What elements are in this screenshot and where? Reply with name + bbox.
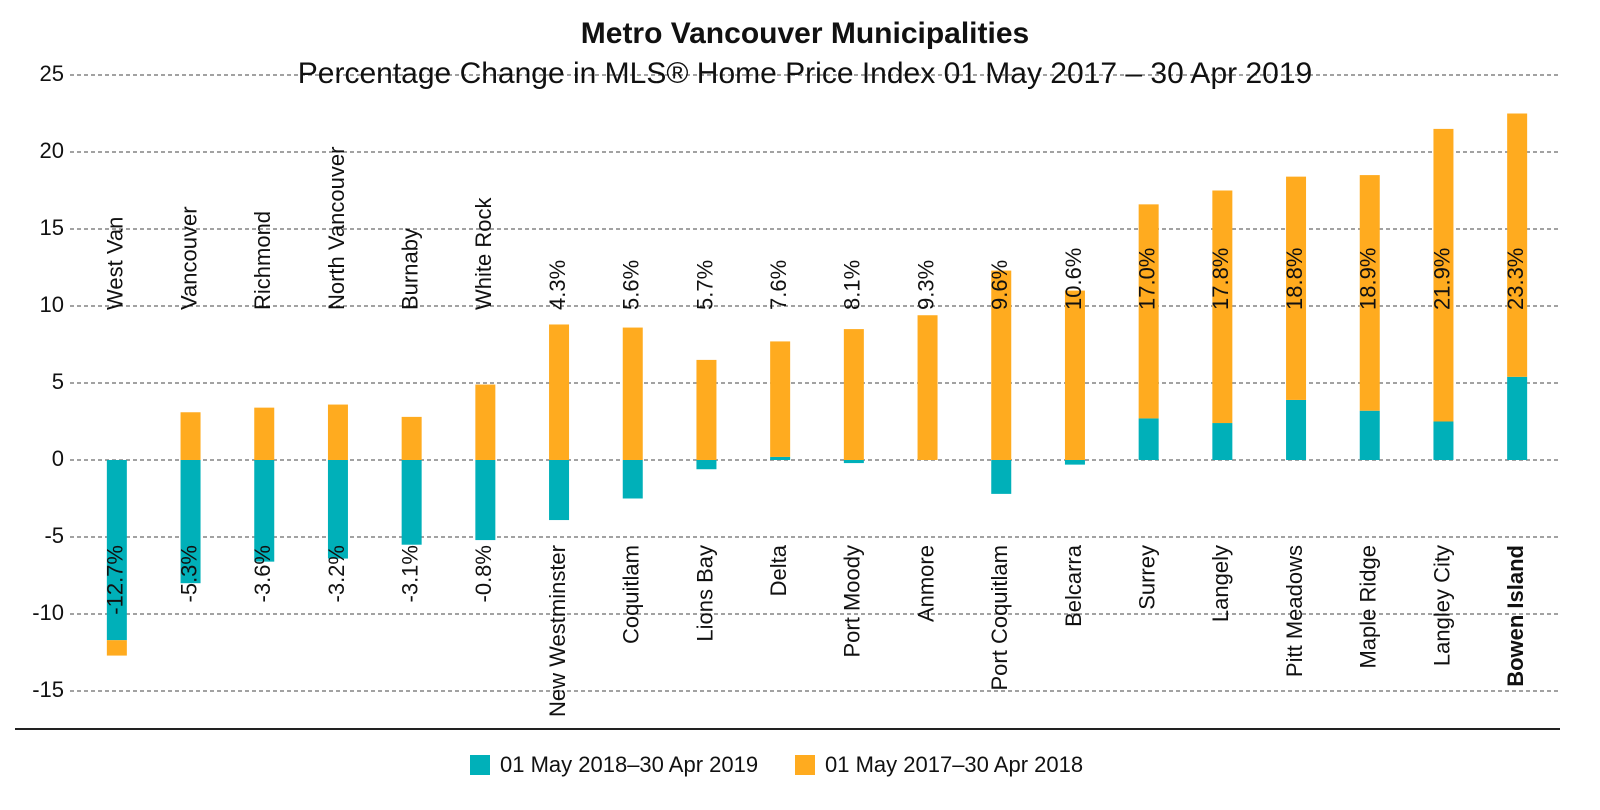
category-label: Delta: [766, 544, 791, 596]
bar-segment: [1212, 190, 1233, 424]
bar-segment: [696, 359, 717, 460]
value-label: 21.9%: [1429, 248, 1454, 310]
value-label: 23.3%: [1503, 248, 1528, 310]
bar-segment: [991, 460, 1012, 494]
bar-segment: [1138, 204, 1159, 419]
y-tick-label: 15: [40, 215, 64, 240]
value-label: 17.0%: [1134, 248, 1159, 310]
bar-segment: [1212, 423, 1233, 460]
bar-segment: [180, 412, 201, 460]
value-label: -3.2%: [324, 545, 349, 602]
bar-segment: [696, 460, 717, 470]
category-label: Pitt Meadows: [1282, 545, 1307, 677]
bar-segment: [254, 460, 275, 562]
bar-segment: [843, 460, 864, 464]
bar-segment: [401, 460, 422, 545]
legend-swatch: [795, 755, 815, 775]
value-label: 9.3%: [913, 260, 938, 310]
y-tick-label: 0: [52, 446, 64, 471]
bar-segment: [1433, 421, 1454, 460]
bar-segment: [917, 315, 938, 460]
chart-title: Metro Vancouver Municipalities: [581, 17, 1029, 50]
value-label: 17.8%: [1208, 248, 1233, 310]
bar-segment: [843, 329, 864, 460]
bar-segment: [991, 270, 1012, 460]
category-label: Langely: [1208, 545, 1233, 622]
bar-segment: [1138, 418, 1159, 460]
value-label: 9.6%: [987, 260, 1012, 310]
bar-segment: [770, 341, 791, 457]
bar-segment: [254, 407, 275, 460]
category-label: White Rock: [471, 197, 496, 310]
legend-label: 01 May 2018–30 Apr 2019: [500, 752, 758, 777]
y-tick-label: 10: [40, 292, 64, 317]
category-label: North Vancouver: [324, 147, 349, 310]
category-label: Surrey: [1134, 545, 1159, 610]
y-tick-label: 25: [40, 61, 64, 86]
bar-segment: [1507, 376, 1528, 460]
y-tick-label: 20: [40, 138, 64, 163]
value-label: 18.9%: [1356, 248, 1381, 310]
category-label: Belcarra: [1061, 544, 1086, 627]
bar-segment: [1286, 176, 1307, 400]
category-label: Langley City: [1429, 545, 1454, 666]
y-tick-label: -10: [32, 600, 64, 625]
category-label: Maple Ridge: [1356, 545, 1381, 669]
bar-segment: [549, 324, 570, 460]
category-label: Burnaby: [397, 228, 422, 310]
category-label: Richmond: [250, 211, 275, 310]
bar-segment: [770, 456, 791, 460]
legend-label: 01 May 2017–30 Apr 2018: [825, 752, 1083, 777]
bar-segment: [106, 460, 127, 641]
category-label: Port Moody: [840, 545, 865, 658]
bar-segment: [622, 327, 643, 460]
value-label: 7.6%: [766, 260, 791, 310]
bar-segment: [622, 460, 643, 499]
value-label: 8.1%: [840, 260, 865, 310]
category-label: Lions Bay: [692, 545, 717, 642]
category-label: Port Coquitlam: [987, 545, 1012, 691]
bar-segment: [180, 460, 201, 584]
bar-segment: [106, 640, 127, 656]
value-label: -12.7%: [103, 545, 128, 615]
value-label: -0.8%: [471, 545, 496, 602]
value-label: 10.6%: [1061, 248, 1086, 310]
y-tick-label: 5: [52, 369, 64, 394]
bar-segment: [549, 460, 570, 521]
category-label: Coquitlam: [619, 545, 644, 644]
bar-segment: [1286, 399, 1307, 460]
category-label: West Van: [103, 217, 128, 310]
category-label: New Westminster: [545, 545, 570, 717]
bar-segment: [327, 460, 348, 559]
bar-segment: [327, 404, 348, 460]
chart-subtitle: Percentage Change in MLS® Home Price Ind…: [298, 57, 1312, 90]
bar-segment: [475, 460, 496, 541]
bar-segment: [475, 384, 496, 460]
category-label: Vancouver: [176, 206, 201, 310]
bar-segment: [1064, 460, 1085, 465]
bar-segment: [1359, 175, 1380, 411]
value-label: -3.1%: [397, 545, 422, 602]
category-label: Bowen Island: [1503, 545, 1528, 687]
category-label: Anmore: [913, 545, 938, 622]
value-label: 5.7%: [692, 260, 717, 310]
value-label: 4.3%: [545, 260, 570, 310]
value-label: -3.6%: [250, 545, 275, 602]
value-label: 18.8%: [1282, 248, 1307, 310]
bar-segment: [401, 416, 422, 460]
bar-segment: [1507, 113, 1528, 377]
bar-segment: [1359, 410, 1380, 460]
y-tick-label: -5: [44, 523, 64, 548]
bar-segment: [1064, 290, 1085, 460]
value-label: -5.3%: [176, 545, 201, 602]
bar-segment: [1433, 128, 1454, 422]
y-tick-label: -15: [32, 677, 64, 702]
value-label: 5.6%: [619, 260, 644, 310]
legend-swatch: [470, 755, 490, 775]
